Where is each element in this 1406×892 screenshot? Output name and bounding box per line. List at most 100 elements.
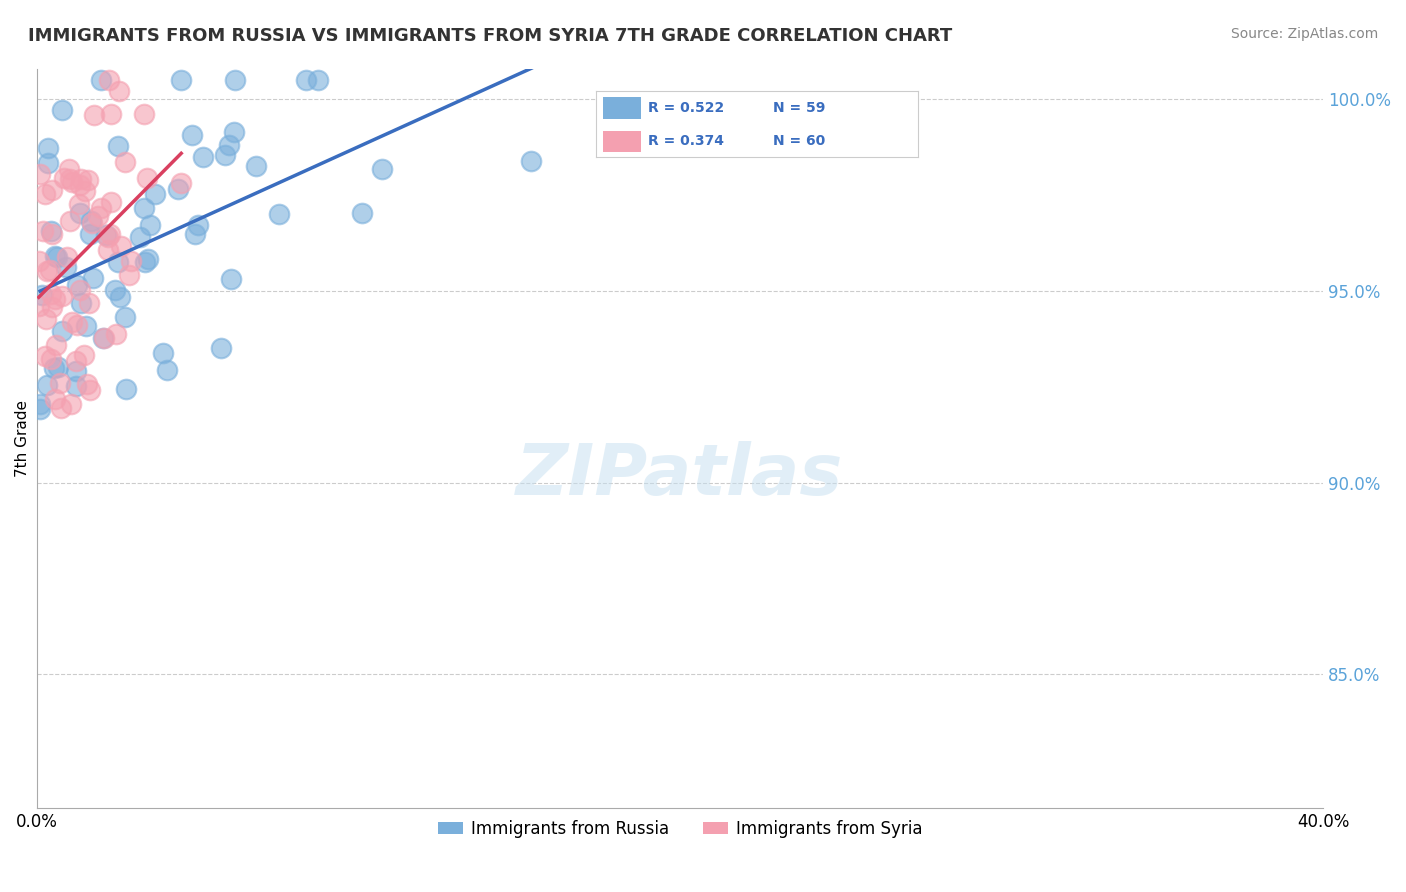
Immigrants from Russia <box>191 151 214 165</box>
Immigrants from Syria <box>79 384 101 398</box>
Immigrants from Russia <box>184 227 207 241</box>
Immigrants from Syria <box>117 268 139 282</box>
Immigrants from Syria <box>41 351 63 366</box>
Immigrants from Syria <box>60 175 83 189</box>
Immigrants from Syria <box>51 401 73 415</box>
Immigrants from Syria <box>58 161 80 176</box>
Immigrants from Syria <box>93 331 115 345</box>
Immigrants from Russia <box>181 128 204 142</box>
Immigrants from Russia <box>107 254 129 268</box>
Immigrants from Syria <box>87 209 110 223</box>
Immigrants from Syria <box>37 264 59 278</box>
Immigrants from Syria <box>100 106 122 120</box>
Immigrants from Syria <box>41 183 63 197</box>
Immigrants from Syria <box>59 172 82 186</box>
Immigrants from Russia <box>307 73 329 87</box>
Immigrants from Russia <box>132 202 155 216</box>
Immigrants from Russia <box>51 324 73 338</box>
Immigrants from Syria <box>98 227 121 242</box>
Immigrants from Russia <box>269 207 291 221</box>
Immigrants from Syria <box>41 301 63 315</box>
Immigrants from Syria <box>69 284 91 298</box>
Immigrants from Russia <box>107 139 129 153</box>
Immigrants from Russia <box>90 73 112 87</box>
Immigrants from Russia <box>46 250 69 264</box>
Immigrants from Russia <box>69 206 91 220</box>
Immigrants from Russia <box>91 330 114 344</box>
Text: IMMIGRANTS FROM RUSSIA VS IMMIGRANTS FROM SYRIA 7TH GRADE CORRELATION CHART: IMMIGRANTS FROM RUSSIA VS IMMIGRANTS FRO… <box>28 27 952 45</box>
Immigrants from Russia <box>156 363 179 377</box>
Immigrants from Syria <box>80 216 103 230</box>
Immigrants from Syria <box>51 288 73 302</box>
Immigrants from Russia <box>51 103 73 117</box>
Immigrants from Russia <box>371 161 394 176</box>
Immigrants from Russia <box>139 219 162 233</box>
Immigrants from Syria <box>120 254 142 268</box>
Immigrants from Russia <box>44 249 66 263</box>
Immigrants from Syria <box>104 326 127 341</box>
Immigrants from Syria <box>97 243 120 257</box>
Immigrants from Syria <box>100 194 122 209</box>
Immigrants from Syria <box>45 337 67 351</box>
Immigrants from Syria <box>132 107 155 121</box>
Immigrants from Syria <box>28 299 51 313</box>
Immigrants from Syria <box>90 202 112 216</box>
Immigrants from Russia <box>65 364 87 378</box>
Immigrants from Russia <box>295 73 318 87</box>
Immigrants from Syria <box>32 224 55 238</box>
Immigrants from Russia <box>30 401 52 416</box>
Immigrants from Syria <box>70 171 93 186</box>
Immigrants from Russia <box>108 290 131 304</box>
Immigrants from Syria <box>107 85 129 99</box>
Immigrants from Russia <box>31 288 53 302</box>
Immigrants from Russia <box>222 125 245 139</box>
Immigrants from Russia <box>245 159 267 173</box>
Immigrants from Russia <box>37 378 59 392</box>
Immigrants from Russia <box>152 345 174 359</box>
Immigrants from Russia <box>104 283 127 297</box>
Immigrants from Russia <box>82 271 104 285</box>
Immigrants from Syria <box>35 311 58 326</box>
Immigrants from Syria <box>83 108 105 122</box>
Immigrants from Syria <box>60 315 83 329</box>
Immigrants from Syria <box>65 354 87 368</box>
Immigrants from Russia <box>37 155 59 169</box>
Immigrants from Russia <box>129 230 152 244</box>
Legend: Immigrants from Russia, Immigrants from Syria: Immigrants from Russia, Immigrants from … <box>432 814 929 845</box>
Immigrants from Syria <box>76 173 98 187</box>
Immigrants from Russia <box>94 228 117 243</box>
Immigrants from Russia <box>136 252 159 266</box>
Immigrants from Syria <box>41 227 63 241</box>
Immigrants from Syria <box>60 397 83 411</box>
Immigrants from Russia <box>350 205 373 219</box>
Immigrants from Syria <box>55 250 77 264</box>
Immigrants from Russia <box>209 341 232 355</box>
Immigrants from Syria <box>77 295 100 310</box>
Immigrants from Russia <box>65 378 87 392</box>
Immigrants from Syria <box>52 171 75 186</box>
Immigrants from Syria <box>97 73 120 87</box>
Y-axis label: 7th Grade: 7th Grade <box>15 400 30 477</box>
Immigrants from Russia <box>70 296 93 310</box>
Immigrants from Russia <box>30 396 52 410</box>
Immigrants from Syria <box>110 239 132 253</box>
Immigrants from Russia <box>44 360 66 375</box>
Immigrants from Syria <box>28 253 51 268</box>
Immigrants from Russia <box>39 224 62 238</box>
Immigrants from Syria <box>59 214 82 228</box>
Immigrants from Russia <box>214 148 236 162</box>
Text: ZIPatlas: ZIPatlas <box>516 441 844 510</box>
Immigrants from Russia <box>75 319 97 334</box>
Immigrants from Syria <box>39 262 62 277</box>
Immigrants from Russia <box>79 227 101 242</box>
Immigrants from Russia <box>143 186 166 201</box>
Immigrants from Russia <box>170 73 193 87</box>
Immigrants from Russia <box>115 382 138 396</box>
Immigrants from Russia <box>224 73 246 87</box>
Immigrants from Russia <box>55 260 77 275</box>
Immigrants from Syria <box>34 187 56 202</box>
Immigrants from Russia <box>187 219 209 233</box>
Immigrants from Russia <box>167 182 190 196</box>
Immigrants from Syria <box>170 177 193 191</box>
Immigrants from Syria <box>114 155 136 169</box>
